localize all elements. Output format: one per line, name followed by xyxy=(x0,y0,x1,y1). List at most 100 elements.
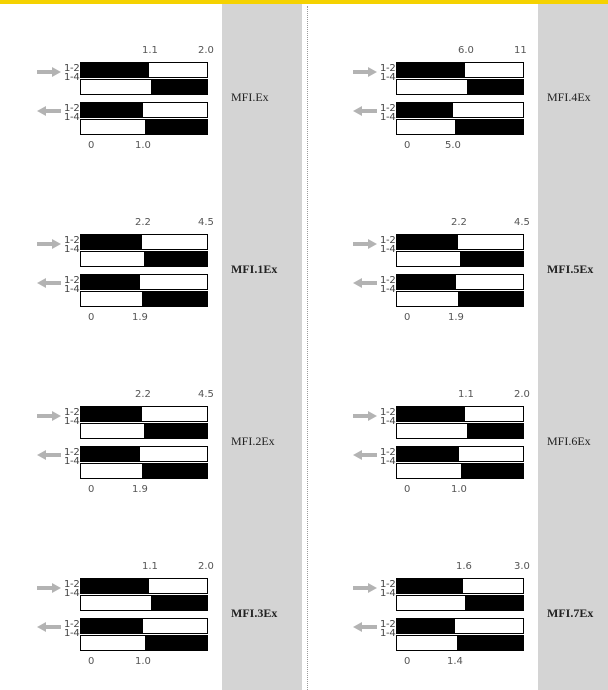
row-label-lower-a: 1-2 xyxy=(380,619,396,630)
timing-panel-8: 1.6 3.0 1-2 1-4 1-2 1-4 0 1.4 MFI.7Ex xyxy=(316,516,608,688)
timing-panel-1: 1.1 2.0 1-2 1-4 1-2 1-4 0 1.0 MFI.Ex xyxy=(0,0,300,172)
timing-row xyxy=(396,234,524,250)
timing-row xyxy=(80,119,208,135)
timing-row xyxy=(396,251,524,267)
timing-row xyxy=(80,274,208,290)
arrow-right-icon xyxy=(37,583,61,593)
timing-row xyxy=(396,578,524,594)
arrow-right-icon xyxy=(353,583,377,593)
row-label-upper-b: 1-4 xyxy=(64,588,80,599)
panel-title: MFI.Ex xyxy=(231,90,269,104)
black-block xyxy=(397,447,459,461)
timing-grid xyxy=(396,62,524,138)
row-label-lower-a: 1-2 xyxy=(380,275,396,286)
arrow-right-icon xyxy=(37,411,61,421)
arrow-left-icon xyxy=(353,278,377,288)
row-label-upper-b: 1-4 xyxy=(64,72,80,83)
row-label-lower-b: 1-4 xyxy=(380,284,396,295)
timing-grid xyxy=(80,62,208,138)
bottom-tick-start: 0 xyxy=(88,656,95,667)
black-block xyxy=(145,120,207,134)
label-column-right xyxy=(538,4,608,690)
row-label-upper-a: 1-2 xyxy=(380,63,396,74)
timing-row xyxy=(80,578,208,594)
bottom-tick-start: 0 xyxy=(88,312,95,323)
top-tick-mid: 1.1 xyxy=(142,561,158,572)
black-block xyxy=(145,636,207,650)
timing-panel-4: 1.1 2.0 1-2 1-4 1-2 1-4 0 1.0 MFI.3Ex xyxy=(0,516,300,688)
top-tick-end: 2.0 xyxy=(514,389,530,400)
timing-row xyxy=(80,618,208,634)
row-label-lower-a: 1-2 xyxy=(380,103,396,114)
timing-grid xyxy=(396,406,524,482)
panel-title: MFI.3Ex xyxy=(231,606,278,620)
bottom-tick-start: 0 xyxy=(404,656,411,667)
row-label-lower-b: 1-4 xyxy=(380,628,396,639)
timing-row xyxy=(396,423,524,439)
timing-row xyxy=(396,406,524,422)
label-column-left xyxy=(222,4,302,690)
timing-row xyxy=(396,595,524,611)
black-block xyxy=(460,252,523,266)
timing-grid xyxy=(396,234,524,310)
black-block xyxy=(467,80,523,94)
timing-grid xyxy=(396,578,524,654)
top-tick-mid: 1.1 xyxy=(458,389,474,400)
arrow-left-icon xyxy=(37,278,61,288)
panel-title: MFI.1Ex xyxy=(231,262,278,276)
row-label-upper-a: 1-2 xyxy=(64,407,80,418)
top-tick-end: 4.5 xyxy=(514,217,530,228)
row-label-upper-b: 1-4 xyxy=(64,416,80,427)
top-tick-end: 11 xyxy=(514,45,527,56)
black-block xyxy=(81,579,149,593)
row-label-lower-b: 1-4 xyxy=(380,112,396,123)
black-block xyxy=(142,292,207,306)
arrow-left-icon xyxy=(353,106,377,116)
bottom-tick-mid: 5.0 xyxy=(445,140,461,151)
column-divider xyxy=(307,6,308,690)
row-label-upper-a: 1-2 xyxy=(64,579,80,590)
row-label-lower-b: 1-4 xyxy=(64,284,80,295)
black-block xyxy=(467,424,523,438)
black-block xyxy=(458,292,523,306)
timing-row xyxy=(396,79,524,95)
arrow-left-icon xyxy=(353,622,377,632)
black-block xyxy=(151,80,207,94)
panel-title: MFI.6Ex xyxy=(547,434,591,448)
row-label-upper-a: 1-2 xyxy=(380,407,396,418)
black-block xyxy=(397,103,453,117)
timing-panel-5: 6.0 11 1-2 1-4 1-2 1-4 0 5.0 MFI.4Ex xyxy=(316,0,608,172)
row-label-upper-b: 1-4 xyxy=(380,244,396,255)
row-label-upper-b: 1-4 xyxy=(380,588,396,599)
row-label-lower-a: 1-2 xyxy=(64,619,80,630)
panel-title: MFI.5Ex xyxy=(547,262,594,276)
timing-row xyxy=(80,62,208,78)
row-label-lower-b: 1-4 xyxy=(64,628,80,639)
timing-row xyxy=(80,406,208,422)
black-block xyxy=(397,235,458,249)
timing-row xyxy=(80,595,208,611)
panel-title: MFI.2Ex xyxy=(231,434,275,448)
timing-panel-2: 2.2 4.5 1-2 1-4 1-2 1-4 0 1.9 MFI.1Ex xyxy=(0,172,300,344)
top-tick-end: 2.0 xyxy=(198,561,214,572)
panel-title: MFI.7Ex xyxy=(547,606,594,620)
timing-row xyxy=(396,635,524,651)
timing-row xyxy=(396,274,524,290)
row-label-lower-b: 1-4 xyxy=(380,456,396,467)
arrow-left-icon xyxy=(37,106,61,116)
top-tick-mid: 1.6 xyxy=(456,561,472,572)
top-tick-end: 3.0 xyxy=(514,561,530,572)
arrow-right-icon xyxy=(353,411,377,421)
black-block xyxy=(397,63,465,77)
bottom-tick-start: 0 xyxy=(404,312,411,323)
timing-row xyxy=(80,234,208,250)
bottom-tick-start: 0 xyxy=(88,484,95,495)
black-block xyxy=(457,636,523,650)
black-block xyxy=(81,103,143,117)
black-block xyxy=(151,596,207,610)
timing-panel-3: 2.2 4.5 1-2 1-4 1-2 1-4 0 1.9 MFI.2Ex xyxy=(0,344,300,516)
timing-row xyxy=(396,618,524,634)
timing-row xyxy=(396,463,524,479)
black-block xyxy=(81,235,142,249)
arrow-right-icon xyxy=(353,239,377,249)
